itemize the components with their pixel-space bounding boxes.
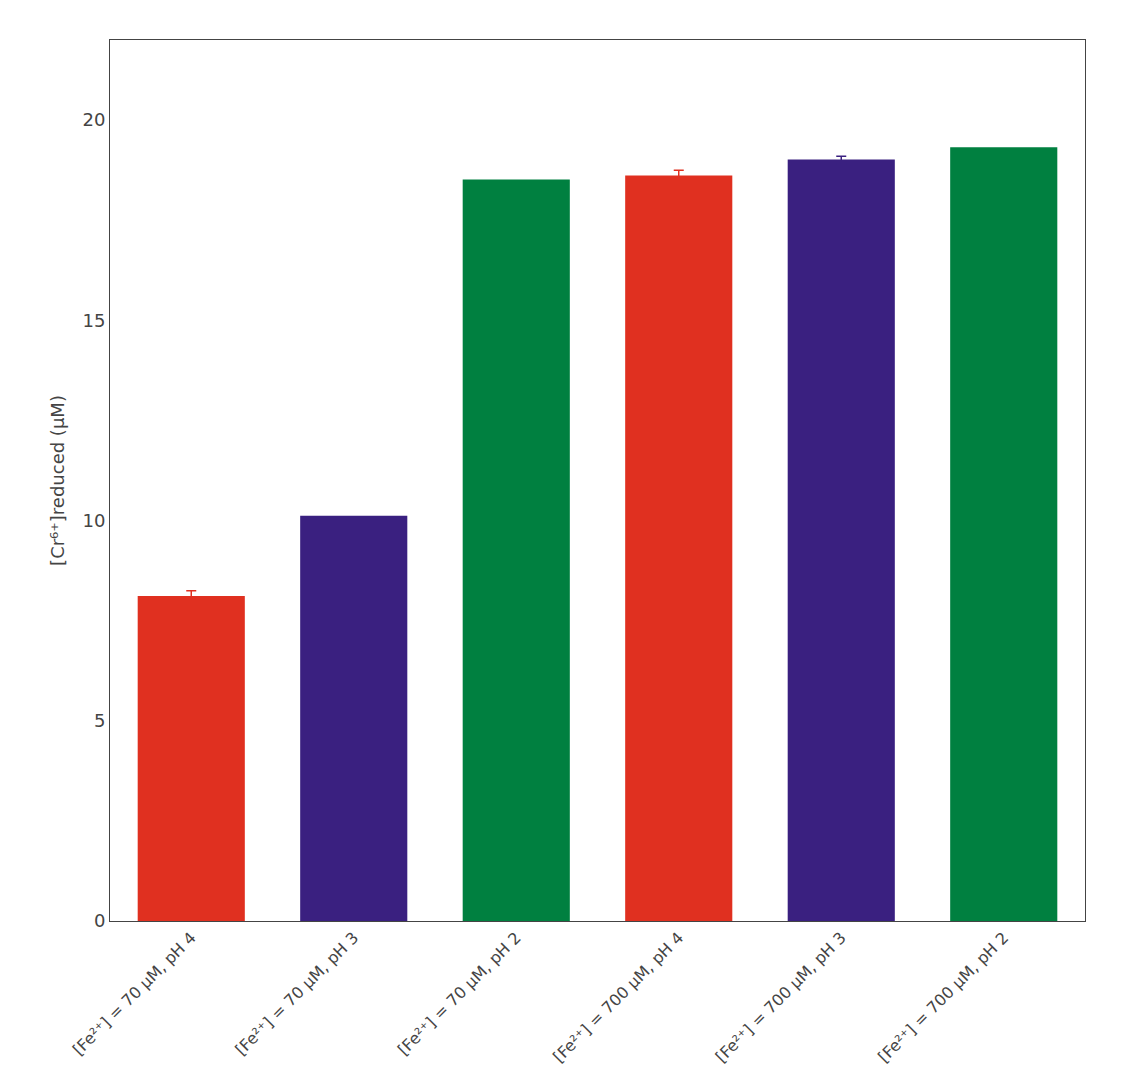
svg-text:[Cr⁶⁺]reduced (μM): [Cr⁶⁺]reduced (μM) (47, 395, 68, 566)
svg-text:[Fe²⁺] = 70 μM, pH 4: [Fe²⁺] = 70 μM, pH 4 (69, 928, 200, 1059)
svg-text:[Fe²⁺] = 700 μM, pH 4: [Fe²⁺] = 700 μM, pH 4 (549, 928, 687, 1066)
svg-text:0: 0 (94, 910, 105, 931)
svg-text:[Fe²⁺] = 70 μM, pH 3: [Fe²⁺] = 70 μM, pH 3 (231, 928, 362, 1059)
svg-text:[Fe²⁺] = 70 μM, pH 2: [Fe²⁺] = 70 μM, pH 2 (394, 928, 525, 1059)
svg-text:10: 10 (82, 510, 105, 531)
svg-text:5: 5 (94, 710, 105, 731)
svg-text:[Fe²⁺] = 700 μM, pH 3: [Fe²⁺] = 700 μM, pH 3 (712, 928, 850, 1066)
svg-text:[Fe²⁺] = 700 μM, pH 2: [Fe²⁺] = 700 μM, pH 2 (874, 928, 1012, 1066)
svg-text:15: 15 (82, 310, 105, 331)
svg-text:20: 20 (82, 109, 105, 130)
